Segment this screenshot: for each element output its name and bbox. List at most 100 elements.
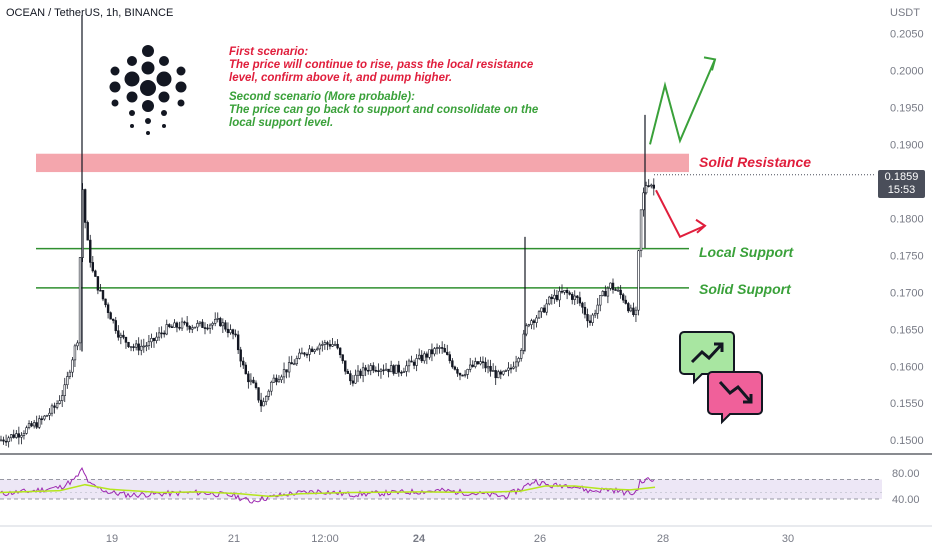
candle-body [331,344,334,347]
price-axis-tick: 0.1750 [890,250,924,262]
candle-body [303,352,306,355]
candle-body [214,319,217,324]
candle-body [203,327,207,329]
candle-body [652,184,656,189]
candle-body [333,343,337,346]
stock-up-arrowhead-icon [714,342,724,352]
candle-body [134,343,138,348]
candle-body [66,376,69,386]
candle-body [555,294,559,301]
candle-body [382,369,385,372]
candle-body [127,342,130,347]
candle-body [504,370,508,372]
candle-body [463,374,467,376]
candle-body [542,307,546,313]
logo-dot [146,131,150,135]
candle-body [568,292,571,295]
candle-body [471,364,474,367]
candle-body [517,358,520,363]
candle-body [188,326,191,330]
first-scenario-title: First scenario: [229,46,309,58]
candle-body [616,289,620,292]
logo-dot [110,66,120,76]
logo-dot [111,99,119,107]
candle-body [468,364,472,370]
candle-body [183,321,186,324]
candle-body [428,349,431,358]
symbol-title[interactable]: OCEAN / TetherUS, 1h, BINANCE [6,7,174,19]
candle-body [593,313,597,316]
candle-body [384,368,388,371]
candle-body [410,360,413,363]
candle-body [604,291,607,297]
candle-body [438,347,441,349]
price-axis-tick: 0.2000 [890,65,924,77]
candle-body [109,312,112,320]
candle-body [514,361,518,368]
candle-body [361,367,365,376]
candle-body [234,333,237,336]
candle-body [140,345,143,351]
price-axis-tick: 0.1950 [890,102,924,114]
candle-body [627,303,630,312]
candle-body [570,294,574,300]
candle-body [63,384,66,396]
price-axis-tick: 0.1650 [890,324,924,336]
logo-dot [140,80,156,96]
candle-body [50,405,54,414]
candle-body [145,345,148,348]
logo-dot [156,71,172,87]
candle-body [254,382,258,388]
candle-body [94,270,97,277]
candle-body [155,336,158,341]
candle-body [481,361,485,363]
candle-body [313,349,316,352]
candle-body [10,434,13,439]
candle-body [101,290,105,300]
candle-body [308,348,311,355]
candle-body [581,302,584,308]
candle-body [395,364,398,374]
candle-body [170,326,174,328]
candle-body [32,422,36,427]
candle-body [530,320,533,326]
candle-body [73,345,77,361]
candle-body [53,405,56,408]
candle-body [25,427,28,434]
candle-body [280,376,283,381]
price-axis-tick: 0.1700 [890,287,924,299]
candle-body [328,344,332,347]
candle-body [277,379,281,383]
candle-body [315,348,319,351]
candle-body [359,370,362,376]
candle-body [499,371,502,375]
logo-dot [141,61,155,75]
candle-body [532,320,536,323]
candle-body [425,353,429,358]
candle-body [119,334,123,338]
candle-body [525,325,528,335]
candle-body [548,296,551,305]
candle-body [259,399,263,407]
candle-body [484,361,487,369]
price-axis-tick: 0.2050 [890,28,924,40]
candle-body [270,381,273,392]
current-price: 0.1859 [884,171,919,183]
candle-body [168,324,171,327]
candle-body [38,418,41,428]
logo-dot [124,71,140,87]
candle-body [191,327,194,330]
candle-body [185,322,189,327]
price-axis-tick: 0.1600 [890,361,924,373]
candle-body [497,371,500,379]
stock-up-arrow-icon [690,342,724,364]
scenario-down-arrowhead [695,218,707,234]
candle-body [512,366,515,369]
candle-body [15,433,18,438]
solid-support-label: Solid Support [699,281,791,297]
candle-body [423,353,426,362]
time-axis-tick: 26 [534,533,546,545]
candle-body [479,361,482,365]
candle-body [305,353,309,356]
time-axis-tick: 24 [413,533,426,545]
